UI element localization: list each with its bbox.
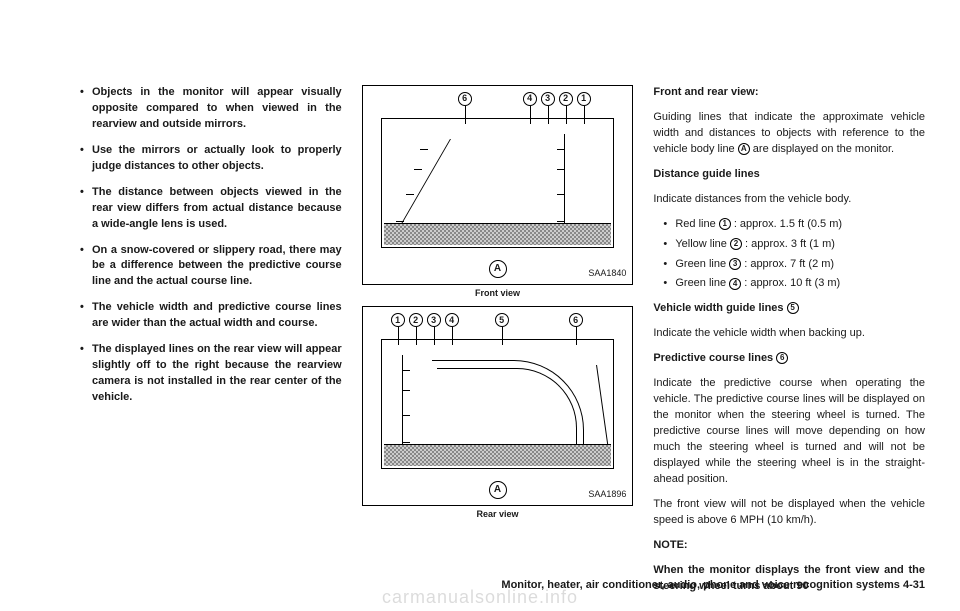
rear-view-figure: 1 2 3 4 5 6 [362,306,634,506]
a-badge: A [489,481,507,499]
marker-4: 4 [445,313,459,327]
bullet: The distance between objects viewed in t… [80,185,342,233]
column-left: Objects in the monitor will appear visua… [70,85,342,565]
tick [557,221,565,222]
text: Red line [675,218,718,230]
text: : approx. 1.5 ft (0.5 m) [731,218,842,230]
ground-pattern [384,223,612,245]
marker-2: 2 [409,313,423,327]
marker-4: 4 [523,92,537,106]
rear-markers: 1 2 3 4 5 6 [363,313,633,335]
circle-num-icon: 4 [729,278,741,290]
a-badge: A [489,260,507,278]
tick [402,390,410,391]
bullet: Use the mirrors or actually look to prop… [80,143,342,175]
text: Yellow line [675,238,730,250]
rear-view-wrapper: 1 2 3 4 5 6 [362,306,634,521]
lane-line [398,139,451,229]
circle-num-icon: 1 [719,218,731,230]
text: are displayed on the monitor. [753,143,894,155]
text: Predictive course lines [653,352,776,364]
heading-predictive: Predictive course lines 6 [653,351,925,367]
page-columns: Objects in the monitor will appear visua… [70,85,925,565]
text: Green line [675,258,729,270]
list-item: Green line 3 : approx. 7 ft (2 m) [663,257,925,273]
rear-inner-frame [381,339,615,469]
column-center: 6 4 3 2 1 [362,85,634,565]
bullet: On a snow-covered or slippery road, ther… [80,243,342,291]
circle-num-icon: 6 [776,352,788,364]
paragraph: The front view will not be displayed whe… [653,497,925,529]
front-caption: Front view [362,287,634,300]
marker-3: 3 [541,92,555,106]
circle-a-icon: A [738,143,750,155]
predictive-curve [432,360,584,450]
paragraph: Indicate the vehicle width when backing … [653,326,925,342]
tick [402,442,410,443]
note-heading: NOTE: [653,538,925,554]
list-item: Yellow line 2 : approx. 3 ft (1 m) [663,237,925,253]
tick [557,149,565,150]
text: : approx. 10 ft (3 m) [741,277,840,289]
heading-front-rear: Front and rear view: [653,85,925,101]
list-item: Green line 4 : approx. 10 ft (3 m) [663,276,925,292]
marker-3: 3 [427,313,441,327]
front-inner-frame [381,118,615,248]
circle-num-icon: 2 [730,238,742,250]
front-markers: 6 4 3 2 1 [363,92,633,114]
heading-width: Vehicle width guide lines 5 [653,301,925,317]
marker-5: 5 [495,313,509,327]
ground-pattern [384,444,612,466]
warning-list: Objects in the monitor will appear visua… [70,85,342,406]
marker-1: 1 [391,313,405,327]
heading-distance: Distance guide lines [653,167,925,183]
rear-caption: Rear view [362,508,634,521]
column-right: Front and rear view: Guiding lines that … [653,85,925,565]
front-view-wrapper: 6 4 3 2 1 [362,85,634,300]
figure-ref: SAA1840 [588,267,626,280]
text: : approx. 7 ft (2 m) [741,258,834,270]
tick [557,169,565,170]
bullet: The vehicle width and predictive course … [80,300,342,332]
figure-ref: SAA1896 [588,488,626,501]
guide-line [596,365,609,450]
paragraph: Indicate the predictive course when oper… [653,376,925,488]
marker-1: 1 [577,92,591,106]
tick [402,370,410,371]
marker-2: 2 [559,92,573,106]
text: Vehicle width guide lines [653,302,786,314]
text: : approx. 3 ft (1 m) [742,238,835,250]
circle-num-icon: 3 [729,258,741,270]
tick [414,169,422,170]
list-item: Red line 1 : approx. 1.5 ft (0.5 m) [663,217,925,233]
paragraph: Indicate distances from the vehicle body… [653,192,925,208]
bullet: Objects in the monitor will appear visua… [80,85,342,133]
distance-list: Red line 1 : approx. 1.5 ft (0.5 m) Yell… [653,217,925,293]
paragraph: Guiding lines that indicate the approxim… [653,110,925,158]
marker-6: 6 [569,313,583,327]
bullet: The displayed lines on the rear view wil… [80,342,342,406]
circle-num-icon: 5 [787,302,799,314]
text: Green line [675,277,729,289]
watermark: carmanualsonline.info [0,587,960,608]
tick [557,194,565,195]
marker-6: 6 [458,92,472,106]
tick [396,221,404,222]
tick [420,149,428,150]
tick [406,194,414,195]
front-view-figure: 6 4 3 2 1 [362,85,634,285]
tick [402,415,410,416]
